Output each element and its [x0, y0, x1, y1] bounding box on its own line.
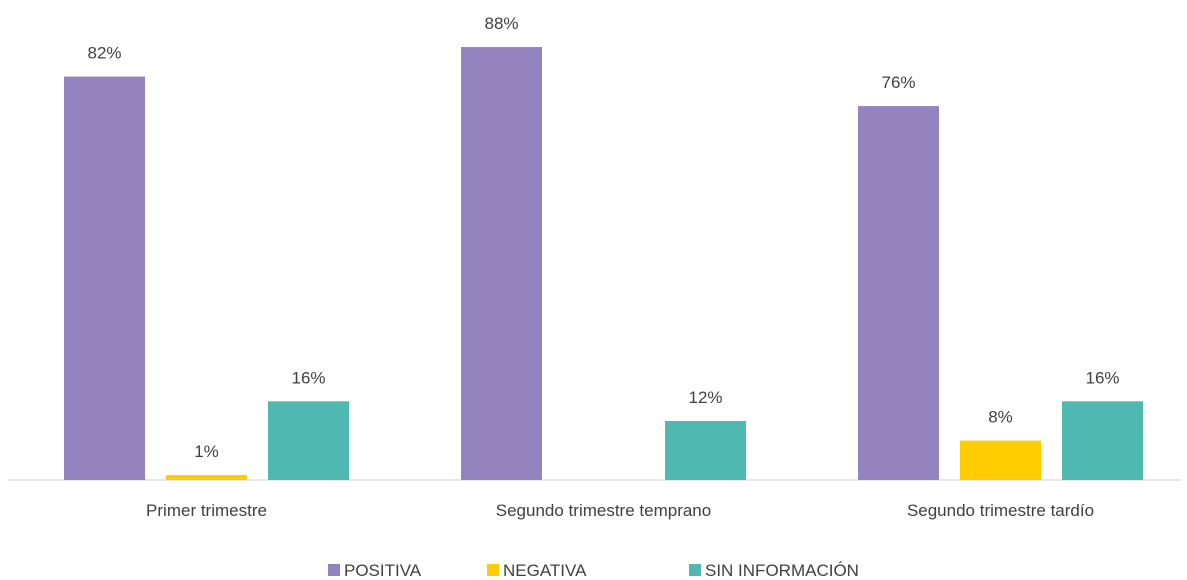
legend-label: SIN INFORMACIÓN — [705, 561, 859, 580]
bar — [665, 420, 746, 480]
bar — [858, 106, 939, 480]
data-label: 88% — [484, 14, 518, 33]
data-label: 8% — [988, 408, 1013, 427]
data-label: 12% — [688, 388, 722, 407]
data-label: 76% — [881, 73, 915, 92]
data-label: 16% — [291, 368, 325, 387]
bar — [960, 440, 1041, 480]
bar — [64, 76, 145, 480]
data-label: 1% — [194, 442, 219, 461]
legend-swatch — [689, 564, 701, 576]
bar — [166, 475, 247, 480]
legend-swatch — [328, 564, 340, 576]
data-label: 16% — [1085, 368, 1119, 387]
data-label: 82% — [87, 44, 121, 63]
bar — [461, 47, 542, 480]
x-tick-label: Segundo trimestre tardío — [907, 501, 1094, 520]
legend-swatch — [487, 564, 499, 576]
bar — [1062, 401, 1143, 480]
x-tick-label: Segundo trimestre temprano — [496, 501, 711, 520]
legend-label: POSITIVA — [344, 561, 422, 580]
legend-label: NEGATIVA — [503, 561, 587, 580]
x-tick-label: Primer trimestre — [146, 501, 267, 520]
bar — [268, 401, 349, 480]
